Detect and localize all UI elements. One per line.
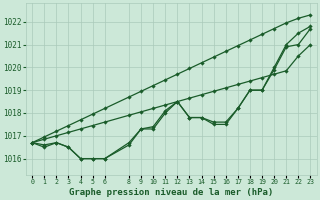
X-axis label: Graphe pression niveau de la mer (hPa): Graphe pression niveau de la mer (hPa) — [69, 188, 274, 197]
